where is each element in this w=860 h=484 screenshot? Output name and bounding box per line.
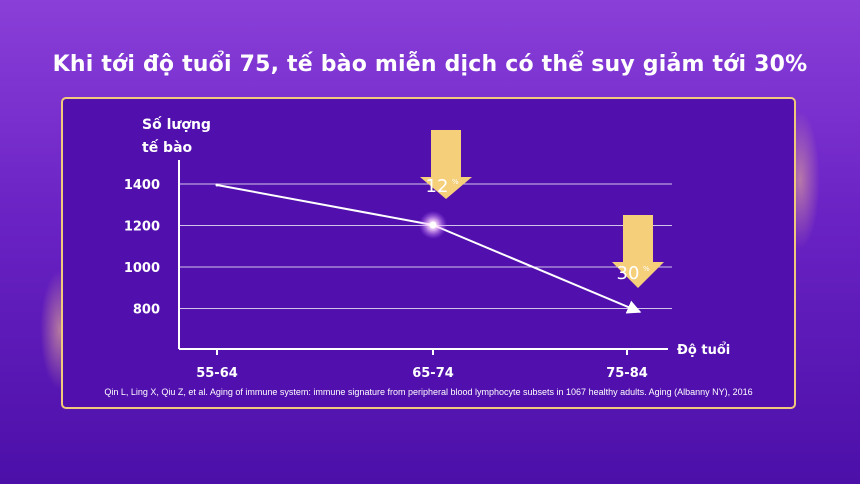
y-tick-label: 800 xyxy=(133,303,160,318)
y-tick-label: 1200 xyxy=(124,220,160,235)
chart-title: Khi tới độ tuổi 75, tế bào miễn dịch có … xyxy=(52,52,808,77)
y-axis-label-line-1: Số lượng xyxy=(142,117,211,133)
annotation-value: 30 xyxy=(617,263,640,284)
annotation-value: 12 xyxy=(426,176,449,197)
source-citation: Qin L, Ling X, Qiu Z, et al. Aging of im… xyxy=(104,387,753,397)
series-line-segment-1 xyxy=(216,184,434,226)
series-line-segment-2 xyxy=(432,224,642,314)
annotation-arrow-12 xyxy=(420,130,472,199)
x-tick-label: 75-84 xyxy=(606,366,648,381)
annotation-unit: % xyxy=(643,265,650,273)
y-tick-label: 1400 xyxy=(124,178,160,193)
x-axis-label: Độ tuổi xyxy=(677,342,730,358)
annotation-arrow-30 xyxy=(612,215,664,288)
data-point-65-74 xyxy=(429,221,437,229)
annotation-unit: % xyxy=(452,178,459,186)
x-tick-label: 55-64 xyxy=(196,366,238,381)
data-point-55-64 xyxy=(215,183,219,187)
chart-panel xyxy=(61,97,796,409)
y-axis-label-line-2: tế bào xyxy=(142,140,193,156)
y-tick-label: 1000 xyxy=(124,261,160,276)
x-tick-label: 65-74 xyxy=(412,366,454,381)
